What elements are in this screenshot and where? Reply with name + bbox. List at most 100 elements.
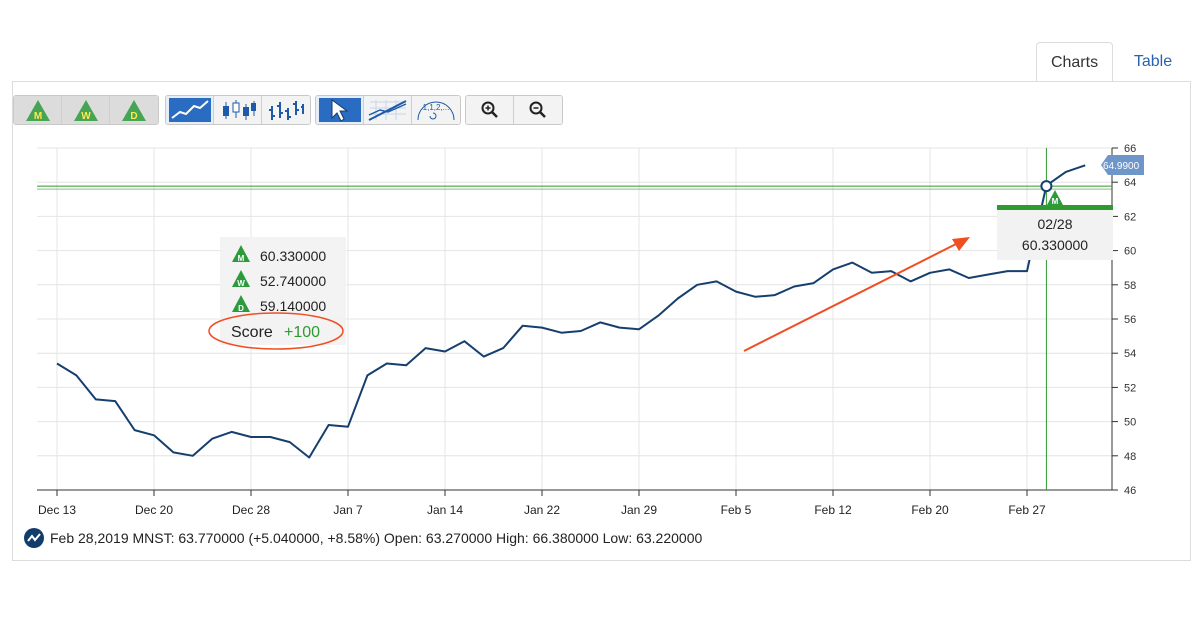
chart-type-toolbar: [165, 95, 311, 125]
pointer-icon: [318, 98, 361, 122]
ohlc-bar-chart-icon: [269, 101, 304, 120]
x-tick-label: Feb 12: [814, 503, 852, 517]
score-value: +100: [284, 324, 320, 341]
price-point: [638, 328, 640, 330]
price-point: [75, 374, 77, 376]
ohlc-bar-chart-button[interactable]: [262, 96, 310, 124]
y-tick-label: 62: [1124, 211, 1136, 223]
price-point: [308, 456, 310, 458]
daily-rating-button[interactable]: D: [110, 96, 158, 124]
price-point: [832, 268, 834, 270]
daily-rating-letter: D: [130, 111, 137, 122]
price-point: [677, 297, 679, 299]
x-tick-label: Dec 20: [135, 503, 173, 517]
price-point: [657, 314, 659, 316]
trendline-button[interactable]: [364, 96, 412, 124]
tooltip-rating-letter-d: D: [238, 304, 244, 313]
price-point: [715, 280, 717, 282]
monthly-rating-button[interactable]: M: [14, 96, 62, 124]
price-point: [618, 326, 620, 328]
x-tick-label: Jan 14: [427, 503, 463, 517]
weekly-rating-button[interactable]: W: [62, 96, 110, 124]
zoom-out-icon: [529, 101, 546, 118]
quote-summary: Feb 28,2019 MNST: 63.770000 (+5.040000, …: [50, 530, 703, 546]
price-point: [502, 347, 504, 349]
zoom-toolbar: [465, 95, 563, 125]
monthly-rating-icon: M: [25, 100, 50, 122]
price-point: [793, 285, 795, 287]
price-point: [211, 438, 213, 440]
price-point: [192, 455, 194, 457]
candlestick-chart-icon: [222, 100, 256, 120]
price-point: [386, 362, 388, 364]
chart-panel: [12, 81, 1191, 561]
price-point: [114, 400, 116, 402]
line-chart-button[interactable]: [166, 96, 214, 124]
y-tick-label: 54: [1124, 348, 1136, 360]
x-tick-label: Dec 28: [232, 503, 270, 517]
crosshair-rating-marker-icon: M: [1047, 190, 1063, 206]
price-point: [172, 451, 174, 453]
price-point: [890, 270, 892, 272]
price-point: [405, 364, 407, 366]
fibonacci-label: 1,1,2,...: [423, 103, 450, 112]
price-point: [754, 296, 756, 298]
weekly-rating-letter: W: [81, 111, 91, 122]
price-point: [230, 431, 232, 433]
zoom-out-button[interactable]: [514, 96, 562, 124]
price-point: [133, 429, 135, 431]
zoom-in-icon: [481, 101, 498, 118]
score-highlight-ellipse: [208, 312, 344, 350]
fibonacci-button[interactable]: 1,1,2,...: [412, 96, 460, 124]
price-point: [153, 434, 155, 436]
weekly-rating-marker-icon: W: [232, 270, 250, 288]
tab-charts[interactable]: Charts: [1036, 42, 1113, 82]
price-point: [599, 321, 601, 323]
price-point: [948, 268, 950, 270]
y-tick-label: 66: [1124, 143, 1136, 155]
price-point: [1026, 270, 1028, 272]
price-point: [968, 277, 970, 279]
x-tick-label: Jan 7: [333, 503, 363, 517]
y-tick-label: 50: [1124, 417, 1136, 429]
price-point: [327, 424, 329, 426]
x-tick-label: Feb 27: [1008, 503, 1046, 517]
y-tick-label: 60: [1124, 246, 1136, 258]
crosshair-tooltip: 02/28 60.330000 M: [997, 190, 1113, 260]
tooltip-weekly-value: 52.740000: [260, 273, 326, 289]
price-point: [774, 294, 776, 296]
fibonacci-icon: 1,1,2,...: [417, 101, 455, 121]
monthly-rating-letter: M: [33, 111, 41, 122]
pointer-button[interactable]: [316, 96, 364, 124]
y-tick-label: 52: [1124, 382, 1136, 394]
price-point: [541, 326, 543, 328]
rating-toolbar: M W D: [13, 95, 159, 125]
price-point: [735, 290, 737, 292]
crosshair-date: 02/28: [1037, 216, 1072, 232]
last-price-value: 64.9900: [1103, 161, 1140, 172]
price-point: [871, 272, 873, 274]
x-tick-label: Jan 22: [524, 503, 560, 517]
price-point: [444, 350, 446, 352]
x-tick-label: Feb 5: [721, 503, 752, 517]
trendline-icon: [368, 100, 406, 121]
crosshair-point-marker: [1040, 180, 1053, 193]
zoom-in-button[interactable]: [466, 96, 514, 124]
chart-logo-icon: [24, 528, 44, 548]
price-point: [250, 436, 252, 438]
price-point: [1065, 171, 1067, 173]
tab-table[interactable]: Table: [1133, 53, 1173, 70]
price-point: [580, 330, 582, 332]
grid: [37, 147, 1112, 491]
price-point: [987, 273, 989, 275]
price-point: [696, 284, 698, 286]
daily-rating-icon: D: [122, 100, 146, 122]
price-point: [289, 441, 291, 443]
tooltip-rating-letter-w: W: [237, 279, 245, 288]
candlestick-chart-button[interactable]: [214, 96, 262, 124]
price-series: [56, 164, 1086, 459]
y-tick-label: 64: [1124, 177, 1136, 189]
price-point: [929, 272, 931, 274]
y-tick-label: 56: [1124, 314, 1136, 326]
